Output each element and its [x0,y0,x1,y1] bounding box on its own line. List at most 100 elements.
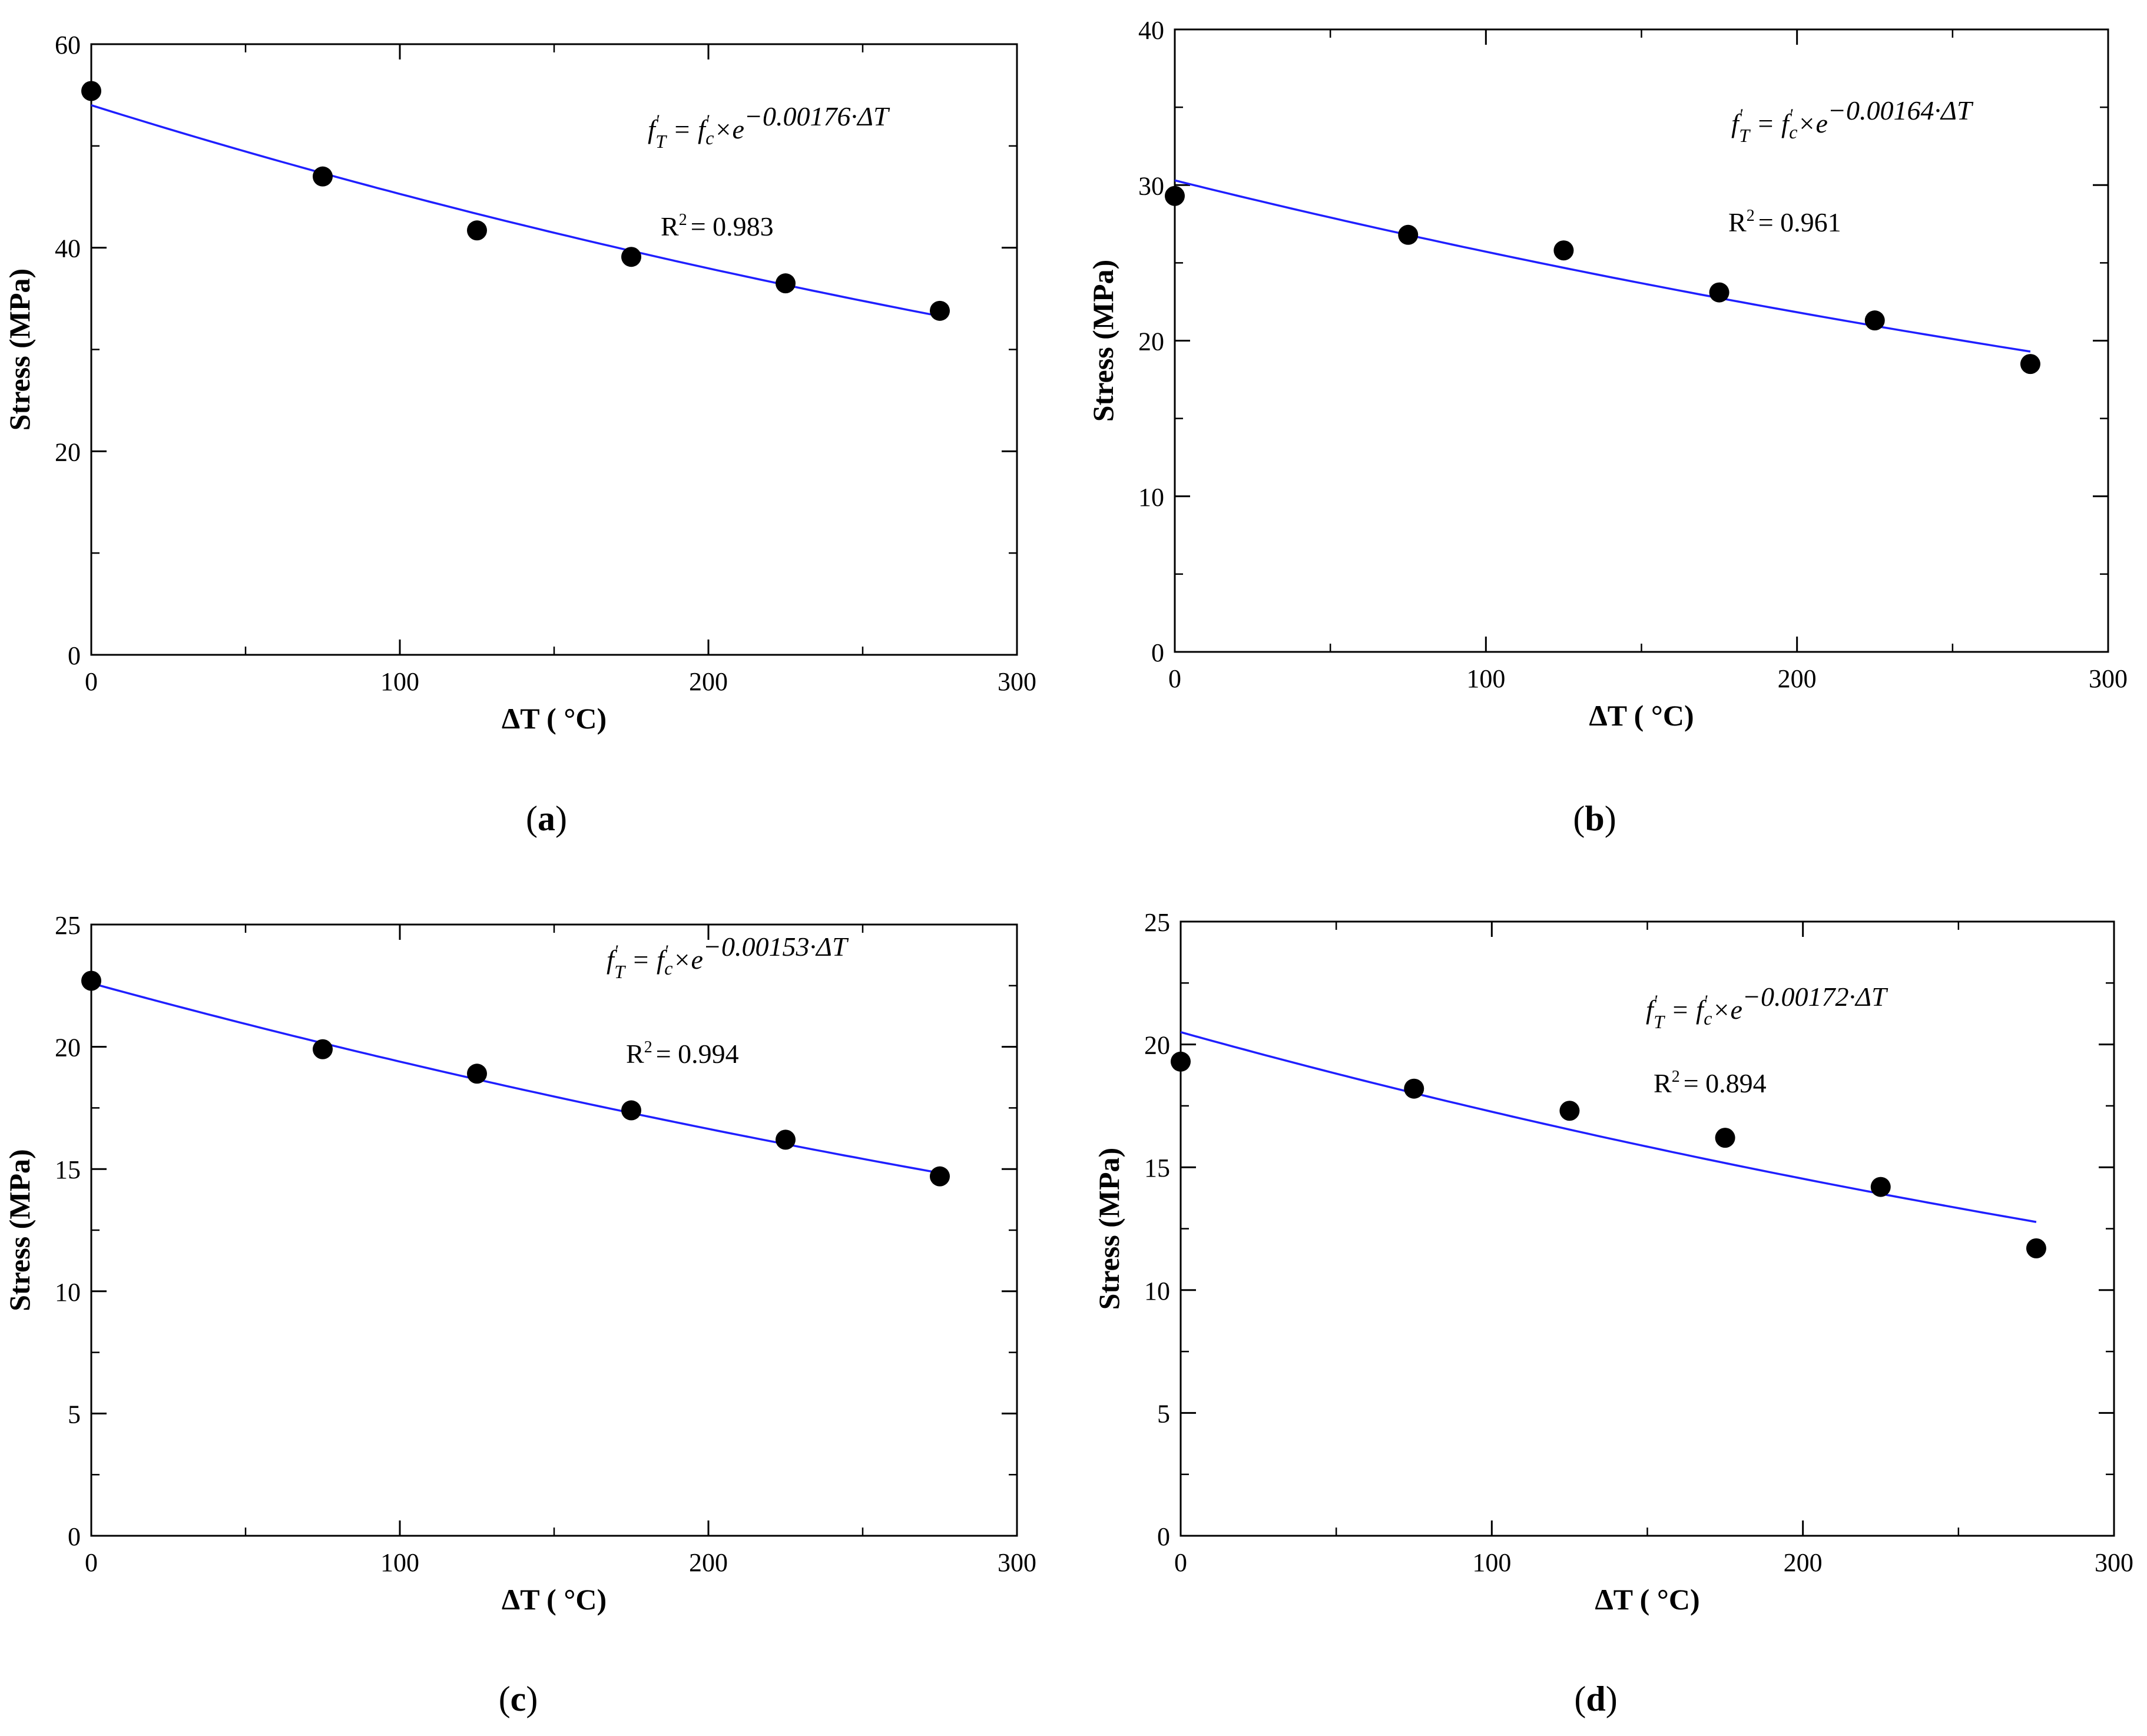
r-squared: R2 = 0.983 [661,211,774,241]
chart-panel-b: 0 100 200 300 0 10 20 30 40 ΔT ( °C) Stress (MPa) f… [1086,16,2128,838]
eq-times-e: ×e [672,945,703,975]
r2-base: R [1728,207,1747,237]
panel-caption: (c) [499,1679,538,1718]
y-axis-title: Stress (MPa) [3,269,36,430]
eq-rhs-prime: ' [1704,992,1708,1011]
eq-lhs-prime: ' [655,111,660,131]
eq-equals: = [625,945,657,975]
r2-sup: 2 [1747,207,1755,225]
y-tick-label: 0 [68,641,81,670]
caption-close: ) [1606,1679,1618,1718]
plot-frame [90,923,1018,1537]
eq-times-e: ×e [714,114,744,144]
fit-equation: f' T = f' c×e−0.00164·ΔT [1731,95,1974,146]
r-squared: R2 = 0.961 [1728,207,1841,237]
y-axis-title: Stress (MPa) [3,1149,36,1311]
y-tick-label: 5 [1157,1399,1170,1428]
data-point [776,273,796,294]
x-axis-title: ΔT ( °C) [1595,1583,1699,1616]
data-point [621,1100,641,1121]
panel-caption: (a) [526,799,567,838]
chart-panel-d: 0 100 200 300 0 5 10 15 20 25 ΔT ( °C) Stress (MPa)… [1092,908,2133,1718]
eq-exponent: −0.00164·ΔT [1828,95,1974,125]
eq-exponent: −0.00176·ΔT [744,101,890,131]
data-point [1553,240,1574,261]
caption-letter: c [511,1679,526,1718]
x-tick-label: 0 [85,667,98,696]
y-tick-label: 0 [1157,1522,1170,1551]
eq-times-e: ×e [1712,995,1742,1025]
data-point [2020,354,2040,375]
y-tick-label: 20 [55,438,81,466]
x-tick-label: 100 [380,1548,419,1577]
eq-lhs-sub: T [614,961,626,982]
eq-lhs-prime: ' [614,942,618,961]
caption-open: ( [526,799,538,838]
x-tick-label: 300 [998,667,1036,696]
caption-close: ) [526,1679,538,1718]
x-tick-label: 100 [380,667,419,696]
eq-lhs-sub: T [655,131,667,152]
y-tick-label: 0 [68,1522,81,1551]
fit-equation: f' T = f' c×e−0.00172·ΔT [1646,982,1888,1032]
y-tick-label: 10 [55,1278,81,1307]
eq-rhs-sub: c [1789,121,1797,143]
caption-letter: a [538,799,555,838]
chart-panel-a: 0 100 200 300 0 20 40 60 ΔT ( °C) Stress (MPa) f' T… [3,31,1036,838]
x-tick-label: 300 [2095,1548,2133,1577]
fit-curve [1174,179,2031,353]
data-point [1870,1177,1891,1197]
data-point [930,300,950,321]
data-point [467,220,487,241]
x-tick-label: 200 [689,667,728,696]
eq-exponent: −0.00153·ΔT [703,932,849,962]
caption-open: ( [499,1679,511,1718]
x-tick-label: 200 [689,1548,728,1577]
eq-lhs-prime: ' [1739,105,1743,125]
data-point [313,1039,333,1059]
y-tick-label: 25 [55,911,81,940]
x-tick-label: 0 [85,1548,98,1577]
data-point [1165,185,1185,206]
y-axis-title: Stress (MPa) [1092,1148,1125,1310]
panel-caption: (b) [1573,799,1616,838]
data-point [1715,1128,1735,1148]
data-point [1398,224,1419,245]
y-tick-label: 15 [1144,1154,1170,1182]
data-point [1171,1051,1191,1072]
caption-letter: d [1586,1679,1605,1718]
data-point [81,970,101,991]
panel-caption: (d) [1574,1679,1617,1718]
y-tick-label: 30 [1138,171,1164,200]
y-tick-label: 20 [1144,1031,1170,1060]
eq-rhs-sub: c [664,958,672,979]
eq-rhs-prime: ' [1789,105,1793,125]
x-tick-label: 0 [1174,1548,1187,1577]
eq-lhs-sub: T [1654,1011,1665,1032]
caption-open: ( [1574,1679,1586,1718]
y-tick-label: 60 [55,31,81,59]
r2-base: R [626,1039,644,1069]
y-tick-label: 25 [1144,908,1170,937]
y-tick-label: 5 [68,1400,81,1429]
eq-rhs-prime: ' [664,942,668,961]
fit-curve [91,982,940,1174]
y-tick-label: 20 [1138,327,1164,356]
eq-times-e: ×e [1797,108,1827,138]
eq-rhs-sub: c [705,127,714,148]
data-point [621,247,641,267]
r2-rest: = 0.983 [691,211,774,241]
eq-lhs-sub: T [1739,125,1751,146]
eq-exponent: −0.00172·ΔT [1742,982,1888,1012]
r2-sup: 2 [644,1038,652,1056]
x-tick-label: 300 [2089,664,2128,693]
r2-base: R [661,211,679,241]
y-tick-label: 40 [55,234,81,263]
y-axis-title: Stress (MPa) [1086,260,1119,422]
caption-close: ) [1605,799,1616,838]
fit-equation: f' T = f' c×e−0.00153·ΔT [607,932,849,982]
y-tick-label: 10 [1138,483,1164,512]
x-tick-label: 200 [1778,664,1817,693]
y-tick-label: 0 [1151,638,1164,667]
